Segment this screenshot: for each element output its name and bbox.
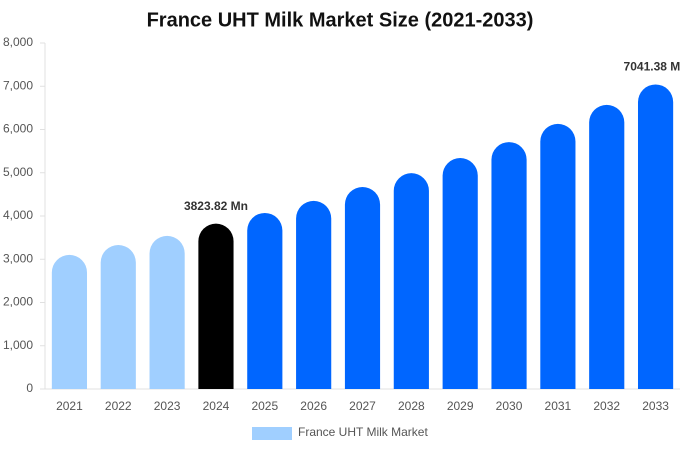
value-label: 3823.82 Mn bbox=[184, 199, 248, 213]
x-tick-label: 2029 bbox=[447, 399, 474, 413]
bar bbox=[198, 223, 234, 389]
bar bbox=[540, 123, 576, 389]
y-tick-label: 2,000 bbox=[3, 295, 33, 309]
y-tick-label: 1,000 bbox=[3, 338, 33, 352]
legend-swatch bbox=[252, 427, 292, 440]
bar bbox=[149, 235, 185, 389]
value-label: 7041.38 Mn bbox=[624, 60, 680, 74]
bar bbox=[491, 142, 527, 389]
bar bbox=[442, 158, 478, 389]
y-tick-label: 5,000 bbox=[3, 165, 33, 179]
x-tick-label: 2031 bbox=[545, 399, 572, 413]
x-tick-label: 2021 bbox=[56, 399, 83, 413]
x-tick-label: 2027 bbox=[349, 399, 376, 413]
bar bbox=[589, 104, 625, 389]
x-tick-label: 2026 bbox=[300, 399, 327, 413]
x-tick-label: 2033 bbox=[642, 399, 669, 413]
y-tick-label: 3,000 bbox=[3, 251, 33, 265]
x-tick-label: 2023 bbox=[154, 399, 181, 413]
x-tick-label: 2024 bbox=[203, 399, 230, 413]
bar bbox=[100, 244, 136, 389]
bar bbox=[51, 254, 88, 389]
y-tick-label: 0 bbox=[26, 381, 33, 395]
x-tick-label: 2022 bbox=[105, 399, 132, 413]
chart-title: France UHT Milk Market Size (2021-2033) bbox=[147, 9, 534, 31]
x-tick-label: 2032 bbox=[593, 399, 620, 413]
bar bbox=[393, 173, 429, 389]
bar bbox=[344, 187, 381, 389]
bar bbox=[296, 200, 332, 389]
legend-label: France UHT Milk Market bbox=[298, 425, 428, 439]
bar bbox=[247, 212, 283, 389]
y-tick-label: 8,000 bbox=[3, 35, 33, 49]
x-tick-label: 2028 bbox=[398, 399, 425, 413]
x-tick-label: 2030 bbox=[496, 399, 523, 413]
x-tick-label: 2025 bbox=[251, 399, 278, 413]
bar bbox=[637, 84, 674, 390]
y-tick-label: 4,000 bbox=[3, 208, 33, 222]
y-tick-label: 6,000 bbox=[3, 122, 33, 136]
y-tick-label: 7,000 bbox=[3, 78, 33, 92]
